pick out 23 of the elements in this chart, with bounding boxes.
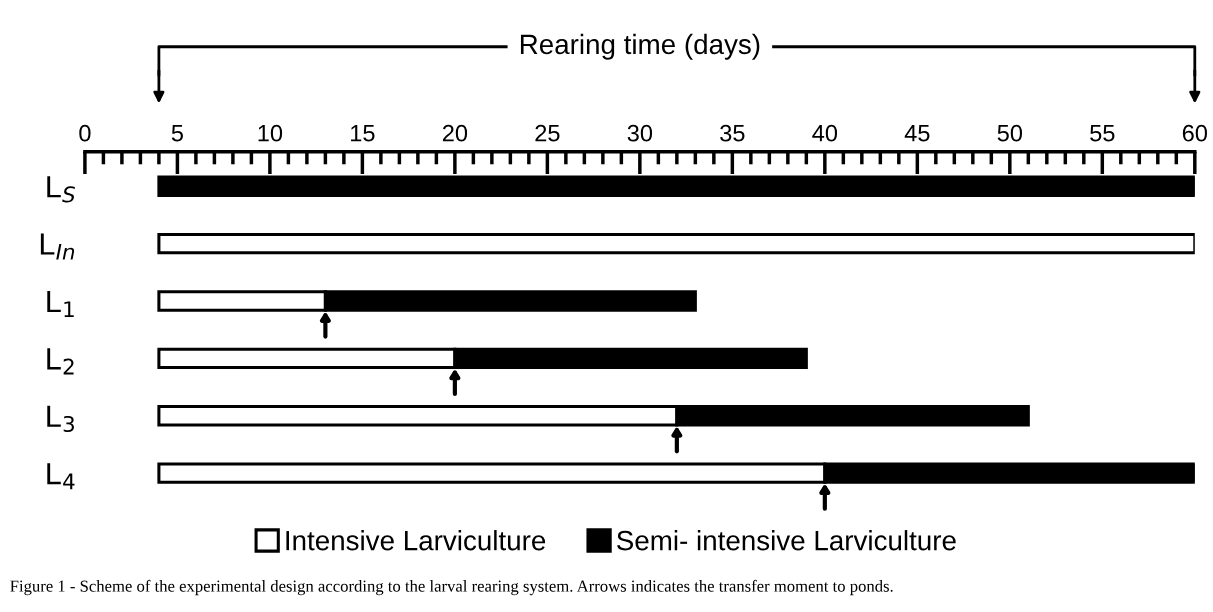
x-tick-label: 50 (997, 124, 1023, 142)
x-tick-label: 5 (171, 125, 183, 142)
x-tick-label: 40 (812, 124, 838, 142)
x-tick-label: 20 (442, 124, 468, 142)
x-tick-label: 60 (1182, 124, 1208, 142)
x-tick-label: 15 (351, 125, 375, 142)
x-tick-label: 10 (258, 124, 283, 142)
legend-label: Intensive Larviculture (286, 530, 546, 551)
y-tick-label: L$_{S}$ (47, 176, 75, 203)
x-axis-title: Rearing time (days) (520, 33, 760, 60)
y-tick-label: L$_{2}$ (47, 348, 74, 375)
x-tick-label: 55 (1090, 125, 1115, 142)
x-tick-label: 35 (720, 124, 745, 142)
y-tick-label: L$_{3}$ (47, 405, 74, 433)
y-tick-label: L$_{4}$ (47, 463, 75, 490)
caption: Figure 1 - Scheme of the experimental design according to the larval rearing system. Arrows indicates the transfer moment to ponds. (10, 579, 893, 596)
x-tick-label: 0 (79, 124, 91, 142)
x-tick-label: 45 (904, 125, 930, 142)
y-tick-label: L$_{In}$ (40, 233, 75, 260)
x-tick-label: 25 (535, 124, 560, 142)
y-tick-label: L$_{1}$ (47, 290, 74, 318)
x-tick-label: 30 (627, 124, 653, 142)
legend-label: Semi- intensive Larviculture (617, 530, 956, 551)
